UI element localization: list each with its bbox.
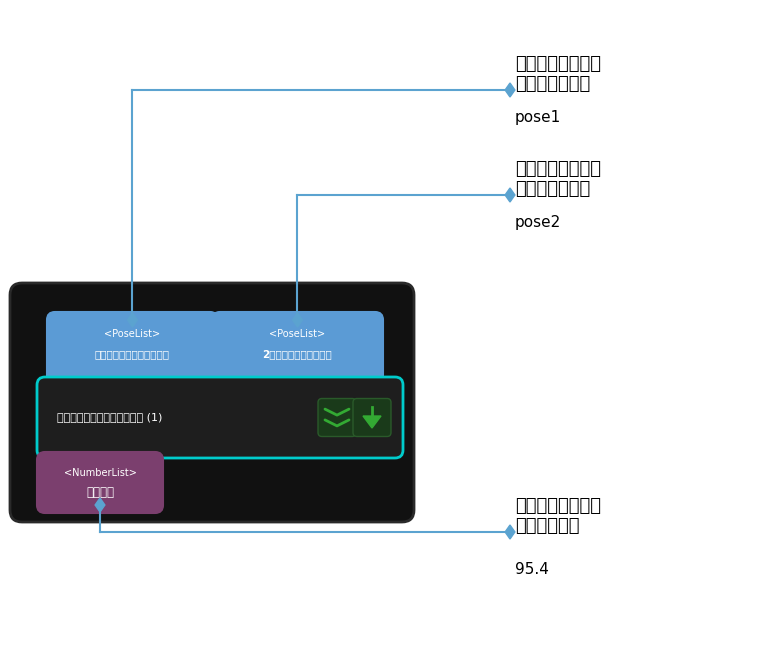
- FancyBboxPatch shape: [212, 312, 383, 383]
- Text: 二番目セットの位: 二番目セットの位: [515, 160, 601, 178]
- Text: pose1: pose1: [515, 110, 561, 125]
- FancyBboxPatch shape: [37, 377, 403, 458]
- Polygon shape: [505, 525, 515, 539]
- Polygon shape: [292, 313, 303, 327]
- Polygon shape: [95, 498, 105, 512]
- Text: 一番目のセットの位置姿勢: 一番目のセットの位置姿勢: [95, 349, 170, 359]
- FancyBboxPatch shape: [353, 398, 391, 436]
- Text: 2番目セットの位置姿勢: 2番目セットの位置姿勢: [263, 349, 332, 359]
- Text: <NumberList>: <NumberList>: [64, 467, 136, 477]
- Text: <PoseList>: <PoseList>: [104, 329, 161, 339]
- FancyBboxPatch shape: [37, 452, 163, 513]
- Polygon shape: [128, 313, 137, 327]
- Text: 計算によって取得: 計算によって取得: [515, 497, 601, 515]
- Text: <PoseList>: <PoseList>: [270, 329, 325, 339]
- Text: 置姿勢リスト：: 置姿勢リスト：: [515, 180, 590, 198]
- Text: された角度：: された角度：: [515, 517, 579, 535]
- FancyBboxPatch shape: [47, 312, 218, 383]
- Text: pose2: pose2: [515, 215, 561, 230]
- Text: 出力角度: 出力角度: [86, 486, 114, 499]
- Text: 一番目セットの位: 一番目セットの位: [515, 55, 601, 73]
- FancyBboxPatch shape: [10, 283, 414, 522]
- Polygon shape: [505, 83, 515, 97]
- Text: 二つの位置姿勢の角度を計算 (1): 二つの位置姿勢の角度を計算 (1): [57, 412, 162, 422]
- Polygon shape: [363, 416, 381, 428]
- FancyBboxPatch shape: [318, 398, 356, 436]
- Text: 置姿勢リスト：: 置姿勢リスト：: [515, 75, 590, 93]
- Text: 95.4: 95.4: [515, 562, 549, 577]
- Polygon shape: [505, 188, 515, 202]
